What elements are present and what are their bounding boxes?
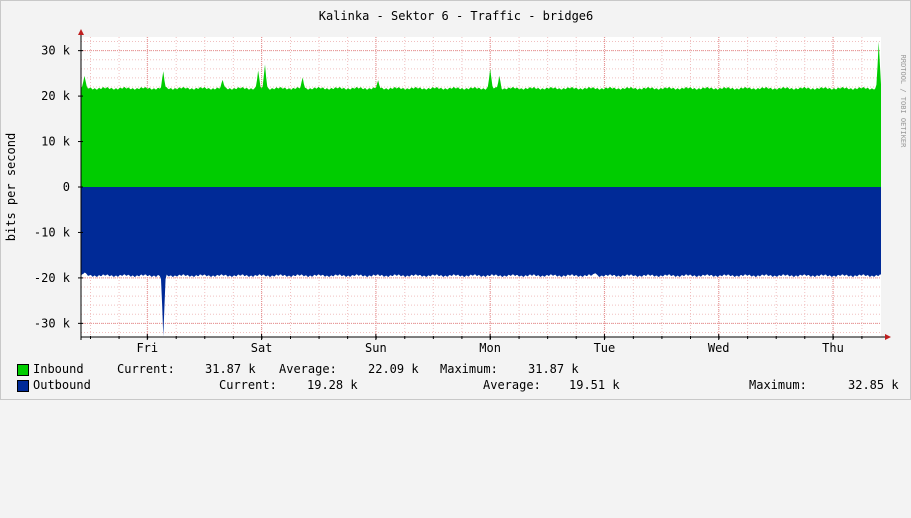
legend-inbound: Inbound Current: 31.87 k Average: 22.09 … bbox=[17, 362, 579, 376]
x-tick-label: Sat bbox=[251, 341, 273, 355]
outbound-maximum-label: Maximum: bbox=[749, 378, 807, 392]
inbound-maximum-value: 31.87 k bbox=[528, 362, 579, 376]
x-axis-arrow bbox=[885, 334, 891, 340]
y-tick-label: 0 bbox=[63, 180, 70, 194]
x-tick-label: Tue bbox=[594, 341, 616, 355]
y-axis-arrow bbox=[78, 29, 84, 35]
rrdtool-watermark: RRDTOOL / TOBI OETIKER bbox=[899, 55, 907, 149]
outbound-current-value: 19.28 k bbox=[307, 378, 358, 392]
y-tick-label: 10 k bbox=[41, 135, 71, 149]
x-tick-label: Sun bbox=[365, 341, 387, 355]
outbound-average-label: Average: bbox=[483, 378, 541, 392]
inbound-maximum-label: Maximum: bbox=[440, 362, 498, 376]
x-tick-label: Mon bbox=[479, 341, 501, 355]
graph-frame: 30 k 20 k 10 k 0 -10 k -20 k -30 k Fri Sat Sun Mon… bbox=[0, 0, 911, 400]
x-tick-label: Fri bbox=[136, 341, 158, 355]
area-series-outbound bbox=[81, 187, 881, 337]
inbound-label: Inbound bbox=[33, 362, 84, 376]
traffic-chart: 30 k 20 k 10 k 0 -10 k -20 k -30 k Fri Sat Sun Mon… bbox=[4, 9, 907, 355]
y-tick-label: -10 k bbox=[34, 225, 71, 239]
inbound-current-value: 31.87 k bbox=[205, 362, 256, 376]
area-layer bbox=[81, 41, 881, 337]
y-tick-label: 30 k bbox=[41, 44, 71, 58]
outbound-maximum-value: 32.85 k bbox=[848, 378, 899, 392]
outbound-label: Outbound bbox=[33, 378, 91, 392]
label-layer: 30 k 20 k 10 k 0 -10 k -20 k -30 k Fri Sat Sun Mon… bbox=[34, 44, 844, 355]
y-tick-label: 20 k bbox=[41, 89, 71, 103]
chart-title: Kalinka - Sektor 6 - Traffic - bridge6 bbox=[319, 9, 594, 23]
area-series-inbound bbox=[81, 41, 881, 188]
inbound-average-label: Average: bbox=[279, 362, 337, 376]
x-tick-label: Thu bbox=[822, 341, 844, 355]
inbound-current-label: Current: bbox=[117, 362, 175, 376]
y-tick-label: -20 k bbox=[34, 271, 71, 285]
outbound-current-label: Current: bbox=[219, 378, 277, 392]
x-tick-label: Wed bbox=[708, 341, 730, 355]
y-axis-label: bits per second bbox=[4, 133, 18, 241]
legend-outbound: Outbound Current: 19.28 k Average: 19.51… bbox=[17, 378, 899, 392]
inbound-swatch bbox=[17, 364, 29, 376]
inbound-average-value: 22.09 k bbox=[368, 362, 419, 376]
outbound-swatch bbox=[17, 380, 29, 392]
y-tick-label: -30 k bbox=[34, 316, 71, 330]
axis-layer bbox=[78, 29, 891, 340]
outbound-average-value: 19.51 k bbox=[569, 378, 620, 392]
